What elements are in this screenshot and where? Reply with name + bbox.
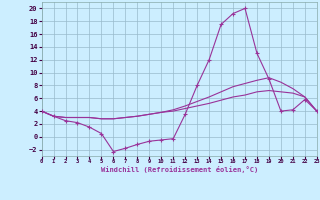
- X-axis label: Windchill (Refroidissement éolien,°C): Windchill (Refroidissement éolien,°C): [100, 166, 258, 173]
